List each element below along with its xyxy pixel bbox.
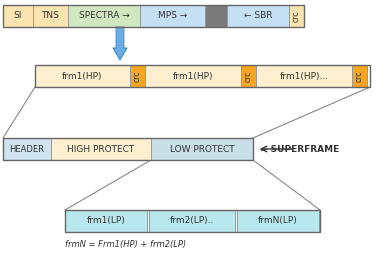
Bar bbox=[35, 65, 370, 87]
Text: ← SUPERFRAME: ← SUPERFRAME bbox=[260, 144, 339, 153]
Bar bbox=[352, 65, 367, 87]
Bar bbox=[51, 138, 151, 160]
Text: HIGH PROTECT: HIGH PROTECT bbox=[67, 144, 135, 153]
Text: frm1(HP)...: frm1(HP)... bbox=[279, 72, 328, 81]
Text: ← SBR: ← SBR bbox=[244, 11, 272, 20]
Text: frmN(LP): frmN(LP) bbox=[258, 217, 298, 226]
Text: frm1(HP): frm1(HP) bbox=[62, 72, 103, 81]
Bar bbox=[237, 210, 319, 232]
Bar bbox=[3, 138, 253, 160]
Text: HEADER: HEADER bbox=[9, 144, 45, 153]
Bar bbox=[205, 5, 227, 27]
Text: SI: SI bbox=[14, 11, 22, 20]
Text: crc: crc bbox=[355, 70, 364, 82]
Text: crc: crc bbox=[133, 70, 142, 82]
Bar bbox=[151, 138, 253, 160]
Text: SPECTRA →: SPECTRA → bbox=[79, 11, 129, 20]
Bar bbox=[65, 210, 320, 232]
Bar bbox=[65, 210, 147, 232]
Bar bbox=[33, 5, 68, 27]
Text: crc: crc bbox=[244, 70, 253, 82]
Bar bbox=[130, 65, 145, 87]
Bar bbox=[227, 5, 289, 27]
Text: LOW PROTECT: LOW PROTECT bbox=[170, 144, 234, 153]
Bar bbox=[289, 5, 304, 27]
Polygon shape bbox=[113, 27, 127, 60]
Bar bbox=[256, 65, 352, 87]
Bar bbox=[3, 5, 304, 27]
Text: frmN = Frm1(HP) + frm2(LP): frmN = Frm1(HP) + frm2(LP) bbox=[65, 241, 186, 250]
Bar bbox=[145, 65, 241, 87]
Text: frm1(LP): frm1(LP) bbox=[87, 217, 125, 226]
Text: frm2(LP)..: frm2(LP).. bbox=[170, 217, 214, 226]
Bar bbox=[140, 5, 205, 27]
Bar bbox=[149, 210, 235, 232]
Text: TNS: TNS bbox=[42, 11, 59, 20]
Text: frm1(HP): frm1(HP) bbox=[173, 72, 213, 81]
Text: crc: crc bbox=[292, 10, 301, 22]
Bar bbox=[35, 65, 130, 87]
Text: MPS →: MPS → bbox=[158, 11, 187, 20]
Bar bbox=[3, 138, 51, 160]
Bar bbox=[68, 5, 140, 27]
Bar bbox=[241, 65, 256, 87]
Bar bbox=[3, 5, 33, 27]
